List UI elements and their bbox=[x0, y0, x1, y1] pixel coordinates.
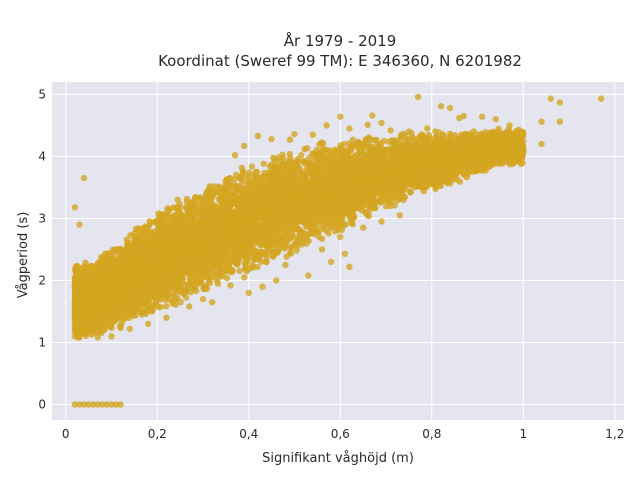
data-point bbox=[214, 280, 222, 287]
data-point bbox=[286, 150, 293, 158]
data-point bbox=[163, 303, 170, 310]
chart-subtitle: Koordinat (Sweref 99 TM): E 346360, N 62… bbox=[158, 52, 522, 70]
data-point bbox=[306, 154, 313, 162]
data-point bbox=[373, 136, 380, 144]
chart-title: År 1979 - 2019 bbox=[284, 31, 397, 50]
data-points bbox=[71, 93, 605, 408]
data-point bbox=[260, 160, 267, 167]
